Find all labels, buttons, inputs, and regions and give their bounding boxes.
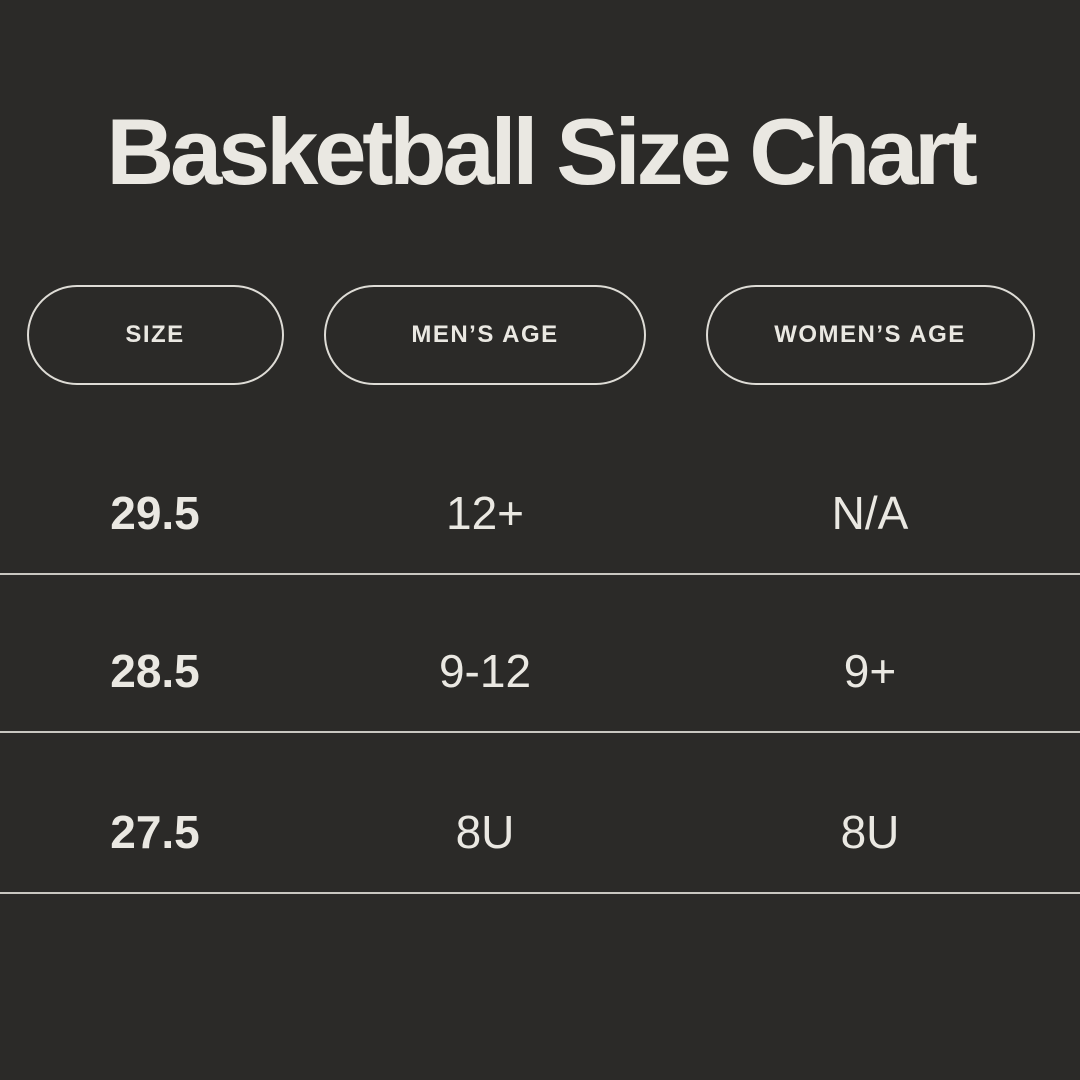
column-header-size-label: SIZE bbox=[125, 321, 185, 348]
size-cell: 27.5 bbox=[110, 806, 200, 859]
table-row: 28.5 9-12 9+ bbox=[0, 575, 1080, 733]
page-title: Basketball Size Chart bbox=[106, 99, 977, 204]
column-header-size: SIZE bbox=[26, 285, 284, 385]
column-header-slot-size: SIZE bbox=[0, 285, 310, 385]
womens-age-cell: 9+ bbox=[843, 645, 897, 698]
column-header-womens-age-label: WOMEN’S AGE bbox=[774, 321, 966, 348]
column-header-womens-age: WOMEN’S AGE bbox=[705, 285, 1035, 385]
size-cell: 28.5 bbox=[110, 645, 200, 698]
mens-age-cell: 8U bbox=[455, 806, 515, 859]
mens-age-cell: 12+ bbox=[445, 487, 525, 540]
column-header-mens-age: MEN’S AGE bbox=[324, 285, 646, 385]
mens-age-cell: 9-12 bbox=[438, 645, 532, 698]
column-header-mens-age-label: MEN’S AGE bbox=[411, 321, 559, 348]
table-row: 29.5 12+ N/A bbox=[0, 417, 1080, 575]
womens-age-cell: N/A bbox=[831, 487, 909, 540]
size-cell: 29.5 bbox=[110, 487, 200, 540]
table-row: 27.5 8U 8U bbox=[0, 733, 1080, 894]
column-header-slot-mens-age: MEN’S AGE bbox=[310, 285, 660, 385]
womens-age-cell: 8U bbox=[840, 806, 900, 859]
column-header-slot-womens-age: WOMEN’S AGE bbox=[660, 285, 1080, 385]
table-body: 29.5 12+ N/A 28.5 9-12 9+ 27.5 8U 8U bbox=[0, 417, 1080, 894]
table-header-row: SIZE MEN’S AGE WOMEN’S AGE bbox=[0, 285, 1080, 385]
